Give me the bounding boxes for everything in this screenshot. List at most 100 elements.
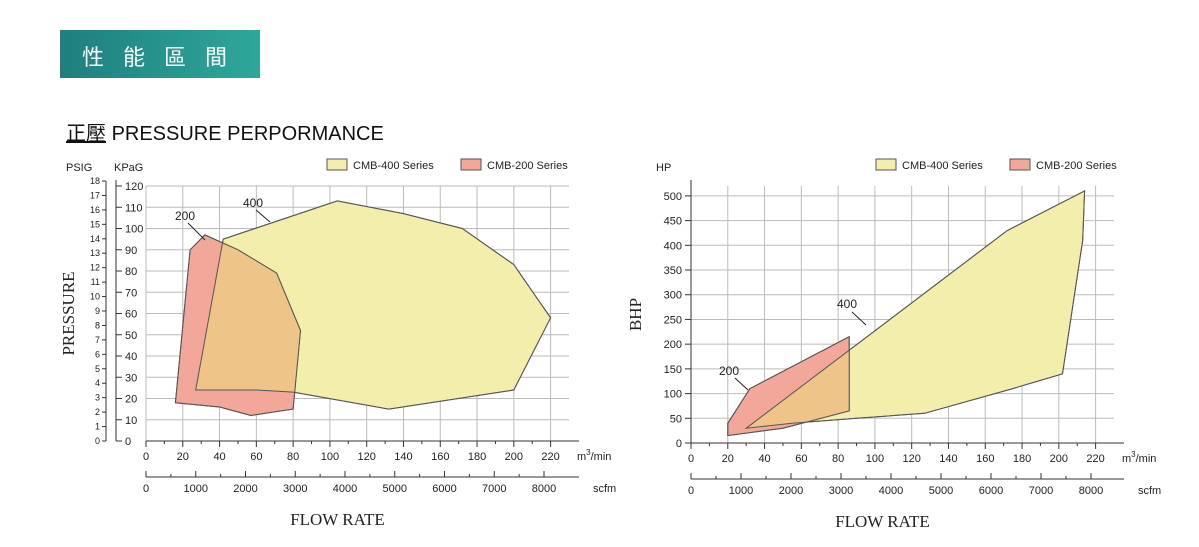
legend-label-cmb200: CMB-200 Series	[487, 160, 568, 172]
legend-swatch-cmb400	[326, 158, 348, 171]
overlap-area	[746, 336, 850, 429]
series-outline-cmb400	[195, 200, 552, 410]
x-tick-label: 80	[832, 453, 844, 465]
scfm-tick-label: 4000	[879, 485, 903, 497]
legend-label-cmb400: CMB-400 Series	[353, 160, 434, 172]
kpag-tick-label: 0	[125, 436, 131, 448]
scfm-tick-label: 5000	[929, 485, 953, 497]
psig-tick-label: 10	[90, 292, 100, 302]
kpag-tick-label: 50	[125, 330, 137, 342]
scfm-tick-label: 1000	[184, 483, 208, 495]
x-tick-label: 140	[394, 451, 412, 463]
psig-tick-label: 0	[95, 436, 100, 446]
bhp-tick-label: 0	[676, 438, 682, 450]
scfm-tick-label: 7000	[1029, 485, 1053, 497]
x-tick-label: 200	[1050, 453, 1068, 465]
kpag-tick-label: 70	[125, 287, 137, 299]
banner-title: 性 能 區 間 圖	[82, 46, 233, 103]
x-tick-label: 0	[143, 451, 149, 463]
x-tick-label: 40	[758, 453, 770, 465]
x-tick-label: 120	[358, 451, 376, 463]
x-unit-primary: m3/min	[1122, 450, 1156, 465]
scfm-tick-label: 1000	[729, 485, 753, 497]
x-tick-label: 20	[177, 451, 189, 463]
bhp-tick-label: 500	[664, 191, 682, 203]
kpag-tick-label: 100	[125, 224, 143, 236]
title-banner: 性 能 區 間 圖	[60, 30, 260, 103]
x-tick-label: 160	[976, 453, 994, 465]
bhp-tick-label: 400	[664, 240, 682, 252]
psig-tick-label: 4	[95, 378, 100, 388]
kpag-tick-label: 40	[125, 351, 137, 363]
legend-label-cmb400: CMB-400 Series	[902, 160, 983, 172]
series-label: 200	[719, 364, 739, 378]
section-title-zh: 正壓	[66, 121, 106, 145]
psig-tick-label: 15	[90, 219, 100, 229]
series-label-leader	[851, 311, 867, 326]
psig-tick-label: 8	[95, 320, 100, 330]
psig-tick-label: 17	[90, 190, 100, 200]
x-tick-label: 180	[468, 451, 486, 463]
series-outline-cmb400	[744, 190, 1086, 429]
psig-tick-label: 7	[95, 335, 100, 345]
x-axis-title: FLOW RATE	[290, 510, 385, 529]
psig-tick-label: 11	[91, 277, 100, 287]
series-label-leader	[255, 209, 271, 223]
psig-tick-label: 6	[95, 349, 100, 359]
series-label-leader	[734, 377, 749, 391]
series-outline-cmb200	[727, 335, 850, 437]
psig-tick-label: 9	[95, 306, 100, 316]
x-unit-primary: m3/min	[577, 448, 611, 463]
scfm-tick-label: 3000	[283, 483, 307, 495]
scfm-tick-label: 2000	[779, 485, 803, 497]
x-tick-label: 80	[287, 451, 299, 463]
x-tick-label: 180	[1013, 453, 1031, 465]
scfm-tick-label: 8000	[1079, 485, 1103, 497]
series-label: 400	[243, 196, 263, 210]
psig-tick-label: 3	[95, 393, 100, 403]
section-title-en: PRESSURE PERPORMANCE	[111, 123, 384, 145]
bhp-tick-label: 250	[664, 314, 682, 326]
bhp-tick-label: 450	[664, 216, 682, 228]
x-tick-label: 0	[688, 453, 694, 465]
y-unit-psig: PSIG	[66, 162, 92, 174]
x-tick-label: 60	[795, 453, 807, 465]
y-axis-title: BHP	[626, 298, 645, 331]
x-tick-label: 20	[722, 453, 734, 465]
bhp-tick-label: 100	[664, 389, 682, 401]
bhp-tick-label: 50	[670, 413, 682, 425]
legend-swatch-cmb200	[1009, 158, 1031, 171]
legend-label-cmb200: CMB-200 Series	[1036, 160, 1117, 172]
x-tick-label: 220	[1086, 453, 1104, 465]
bhp-tick-label: 300	[664, 290, 682, 302]
psig-tick-label: 1	[95, 422, 100, 432]
series-label-leader	[187, 222, 206, 241]
psig-tick-label: 5	[95, 364, 100, 374]
x-tick-label: 100	[866, 453, 884, 465]
x-tick-label: 160	[431, 451, 449, 463]
bhp-tick-label: 200	[664, 339, 682, 351]
x-tick-label: 60	[250, 451, 262, 463]
x-tick-label: 140	[939, 453, 957, 465]
series-outline-cmb200	[174, 234, 302, 417]
kpag-tick-label: 10	[125, 415, 137, 427]
psig-tick-label: 16	[90, 205, 100, 215]
legend-swatch-cmb400	[875, 158, 897, 171]
series-label: 200	[175, 209, 195, 223]
kpag-tick-label: 110	[125, 202, 143, 214]
kpag-tick-label: 120	[125, 181, 143, 193]
scfm-tick-label: 0	[688, 485, 694, 497]
kpag-tick-label: 20	[125, 394, 137, 406]
psig-tick-label: 12	[90, 263, 100, 273]
legend-swatch-cmb200	[460, 158, 482, 171]
kpag-tick-label: 90	[125, 245, 137, 257]
x-unit-scfm: scfm	[1138, 485, 1161, 497]
psig-tick-label: 18	[90, 176, 100, 186]
kpag-tick-label: 60	[125, 309, 137, 321]
series-label: 400	[837, 297, 857, 311]
kpag-tick-label: 30	[125, 372, 137, 384]
x-axis-title: FLOW RATE	[835, 512, 930, 531]
kpag-tick-label: 80	[125, 266, 137, 278]
bhp-tick-label: 150	[664, 364, 682, 376]
